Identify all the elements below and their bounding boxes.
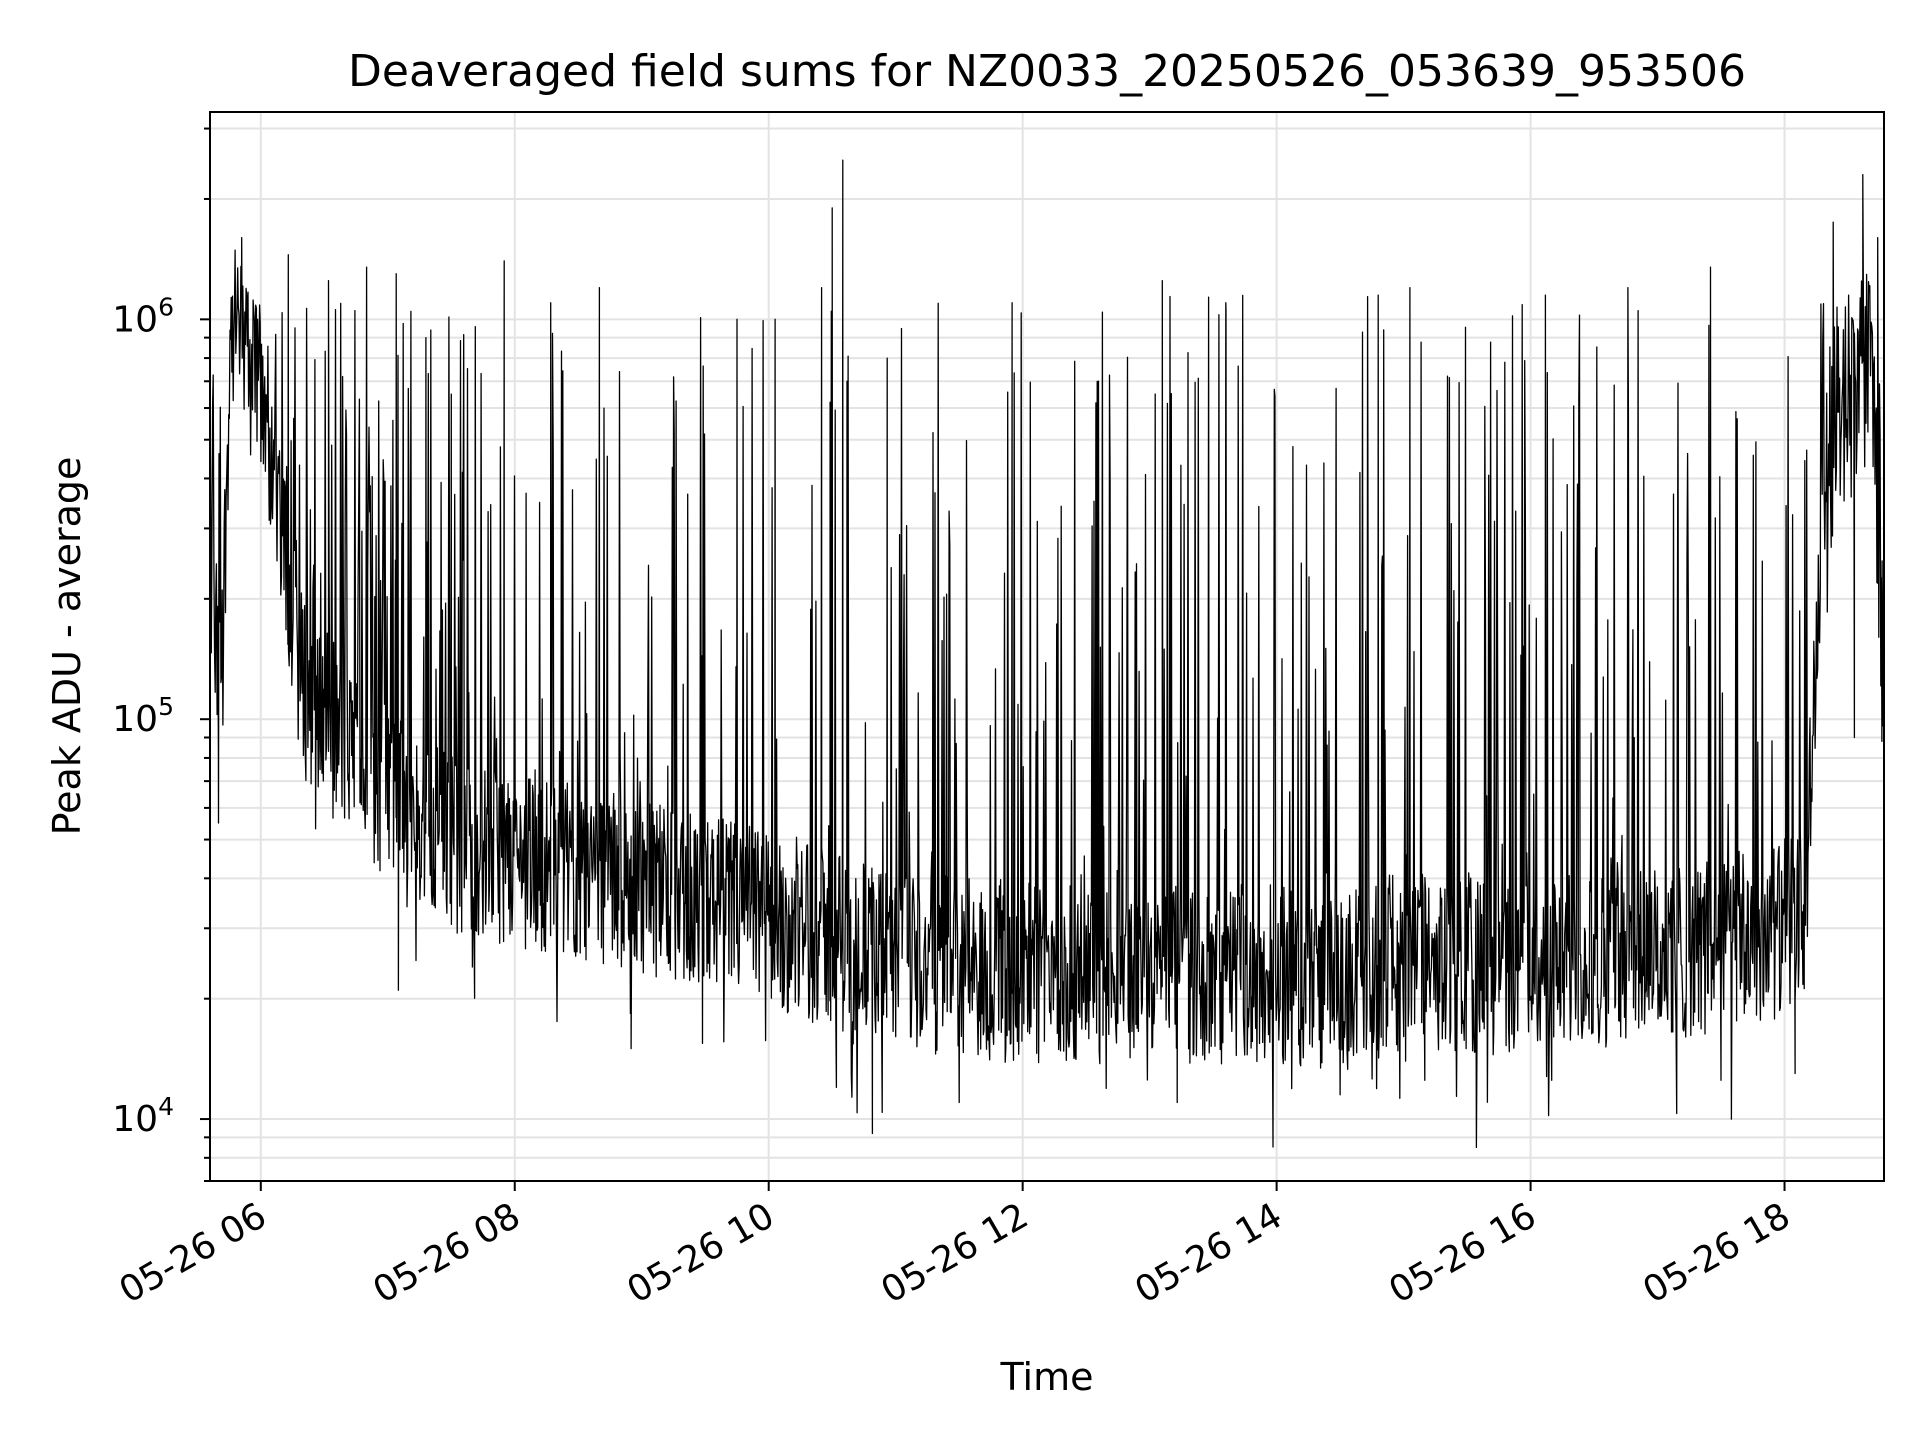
y-tick-label: 106 [112, 292, 174, 340]
plot-area-frame [209, 111, 1885, 1182]
x-tick-label: 05-26 16 [1382, 1195, 1543, 1311]
x-tick-label: 05-26 18 [1636, 1195, 1797, 1311]
series-line [209, 159, 1885, 1149]
y-tick-label: 104 [112, 1092, 174, 1140]
x-axis-label: Time [1000, 1355, 1094, 1399]
data-layer [209, 159, 1885, 1149]
x-tick-label: 05-26 14 [1128, 1195, 1289, 1311]
x-tick-label: 05-26 10 [621, 1195, 782, 1311]
x-tick-label: 05-26 08 [367, 1195, 528, 1311]
y-axis-label: Peak ADU - average [45, 457, 89, 836]
x-tick-label: 05-26 06 [113, 1195, 274, 1311]
x-tick-label: 05-26 12 [874, 1195, 1035, 1311]
y-tick-label: 105 [112, 692, 174, 740]
chart-title: Deaveraged field sums for NZ0033_2025052… [348, 46, 1746, 97]
